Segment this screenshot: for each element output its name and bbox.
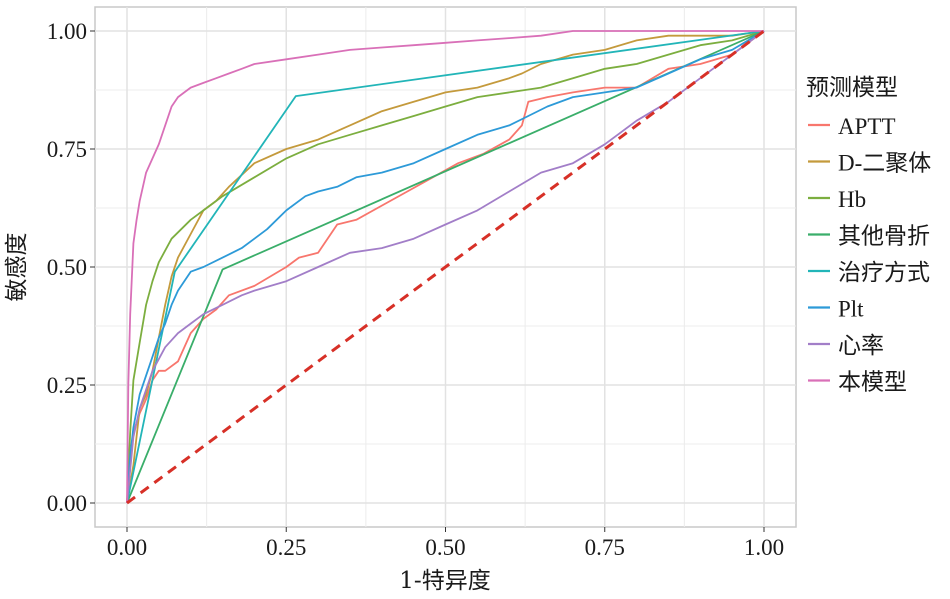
legend-title: 预测模型: [806, 75, 898, 101]
y-tick-label: 1.00: [47, 19, 87, 44]
reference-diagonal-line: [126, 29, 765, 505]
series-line-其他骨折: [126, 30, 765, 504]
legend-label: Plt: [838, 297, 864, 322]
y-axis-ticks: 0.00 0.25 0.50 0.75 1.00: [47, 19, 95, 516]
legend-label: 其他骨折: [838, 224, 930, 249]
legend-label: APTT: [838, 114, 896, 139]
legend-item: 其他骨折: [808, 224, 930, 249]
x-axis-ticks: 0.00 0.25 0.50 0.75 1.00: [107, 527, 784, 560]
legend-item: D-二聚体: [808, 151, 931, 176]
series-line-治疗方式: [126, 30, 765, 504]
legend-item: Plt: [808, 297, 864, 322]
y-tick-label: 0.50: [47, 255, 87, 280]
legend-item: 本模型: [808, 370, 907, 395]
legend-label: D-二聚体: [838, 151, 931, 176]
legend-label: 心率: [838, 333, 884, 358]
legend-label: 治疗方式: [838, 260, 930, 285]
series-line-Hb: [126, 30, 765, 504]
y-tick-label: 0.25: [47, 373, 87, 398]
x-tick-label: 0.25: [266, 535, 306, 560]
series-line-APTT: [126, 30, 765, 504]
y-tick-label: 0.75: [47, 137, 87, 162]
legend-item: APTT: [808, 114, 896, 139]
x-tick-label: 0.00: [107, 535, 147, 560]
legend-item: 心率: [808, 333, 884, 358]
x-tick-label: 1.00: [744, 535, 784, 560]
series-line-Plt: [126, 30, 765, 504]
y-axis-title: 敏感度: [4, 233, 30, 302]
series-layer: [126, 30, 765, 504]
x-tick-label: 0.75: [585, 535, 625, 560]
legend-item: 治疗方式: [808, 260, 930, 285]
legend-label: Hb: [838, 187, 866, 212]
y-tick-label: 0.00: [47, 491, 87, 516]
legend-item: Hb: [808, 187, 866, 212]
legend-label: 本模型: [838, 370, 907, 395]
series-line-心率: [126, 30, 765, 504]
x-tick-label: 0.50: [425, 535, 465, 560]
x-axis-title: 1-特异度: [399, 568, 490, 594]
series-line-本模型: [126, 30, 764, 504]
